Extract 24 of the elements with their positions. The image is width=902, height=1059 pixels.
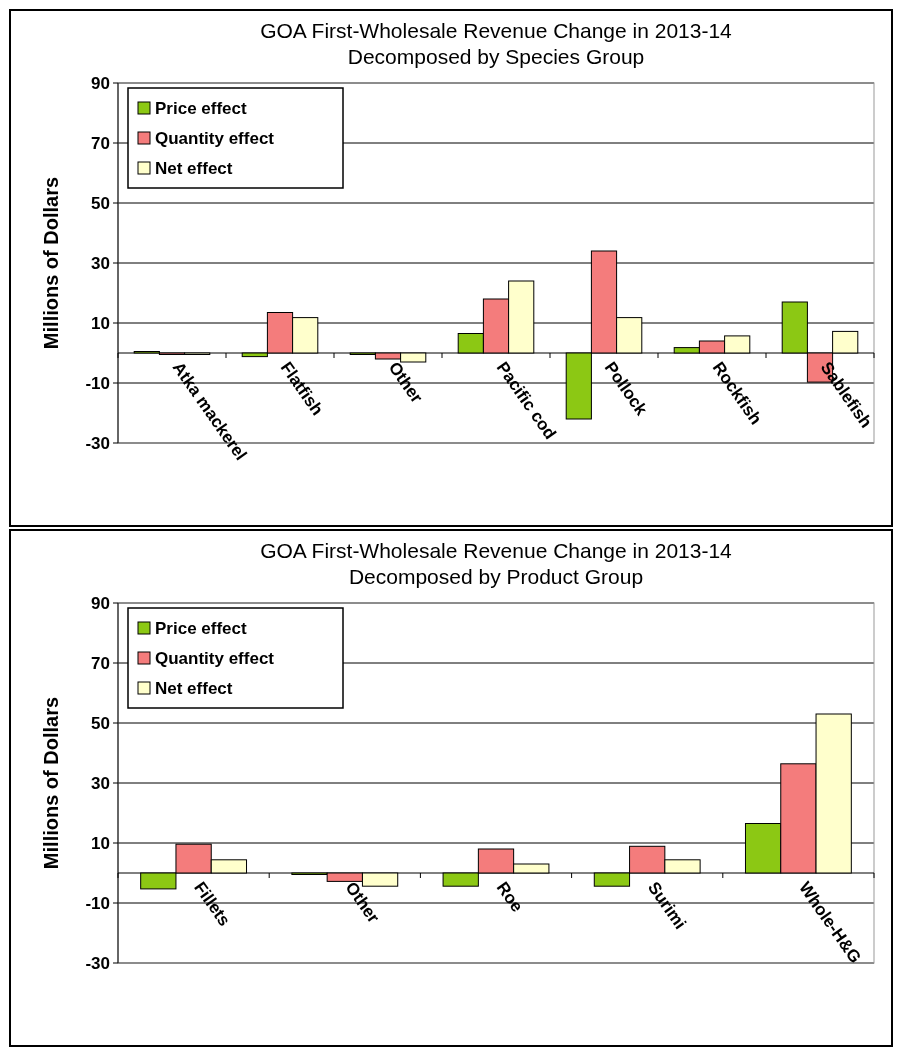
y-tick-label: 70 — [91, 653, 110, 673]
chart-title: GOA First-Wholesale Revenue Change in 2013-14 Decomposed by Product Group — [260, 539, 733, 588]
y-tick-label: 70 — [91, 133, 110, 153]
y-axis-title: Millions of Dollars — [40, 176, 62, 350]
y-tick-label: 90 — [91, 593, 110, 613]
y-tick-label: -10 — [85, 893, 110, 913]
y-tick-label: 30 — [91, 253, 110, 273]
legend-label: Quantity effect — [155, 648, 275, 668]
y-tick-label: -30 — [85, 433, 110, 453]
y-tick-label: 50 — [91, 713, 110, 733]
y-tick-label: 30 — [91, 773, 110, 793]
y-tick-label: 10 — [91, 833, 110, 853]
y-tick-label: -10 — [85, 373, 110, 393]
legend-label: Price effect — [155, 618, 247, 638]
legend-label: Net effect — [155, 678, 233, 698]
y-tick-label: -30 — [85, 953, 110, 973]
legend-label: Quantity effect — [155, 128, 275, 148]
y-tick-label: 90 — [91, 73, 110, 93]
legend-label: Price effect — [155, 98, 247, 118]
legend-label: Net effect — [155, 158, 233, 178]
y-axis-title: Millions of Dollars — [40, 696, 62, 870]
chart-title: GOA First-Wholesale Revenue Change in 2013-14 Decomposed by Species Group — [260, 19, 733, 68]
y-tick-label: 50 — [91, 193, 110, 213]
y-tick-label: 10 — [91, 313, 110, 333]
